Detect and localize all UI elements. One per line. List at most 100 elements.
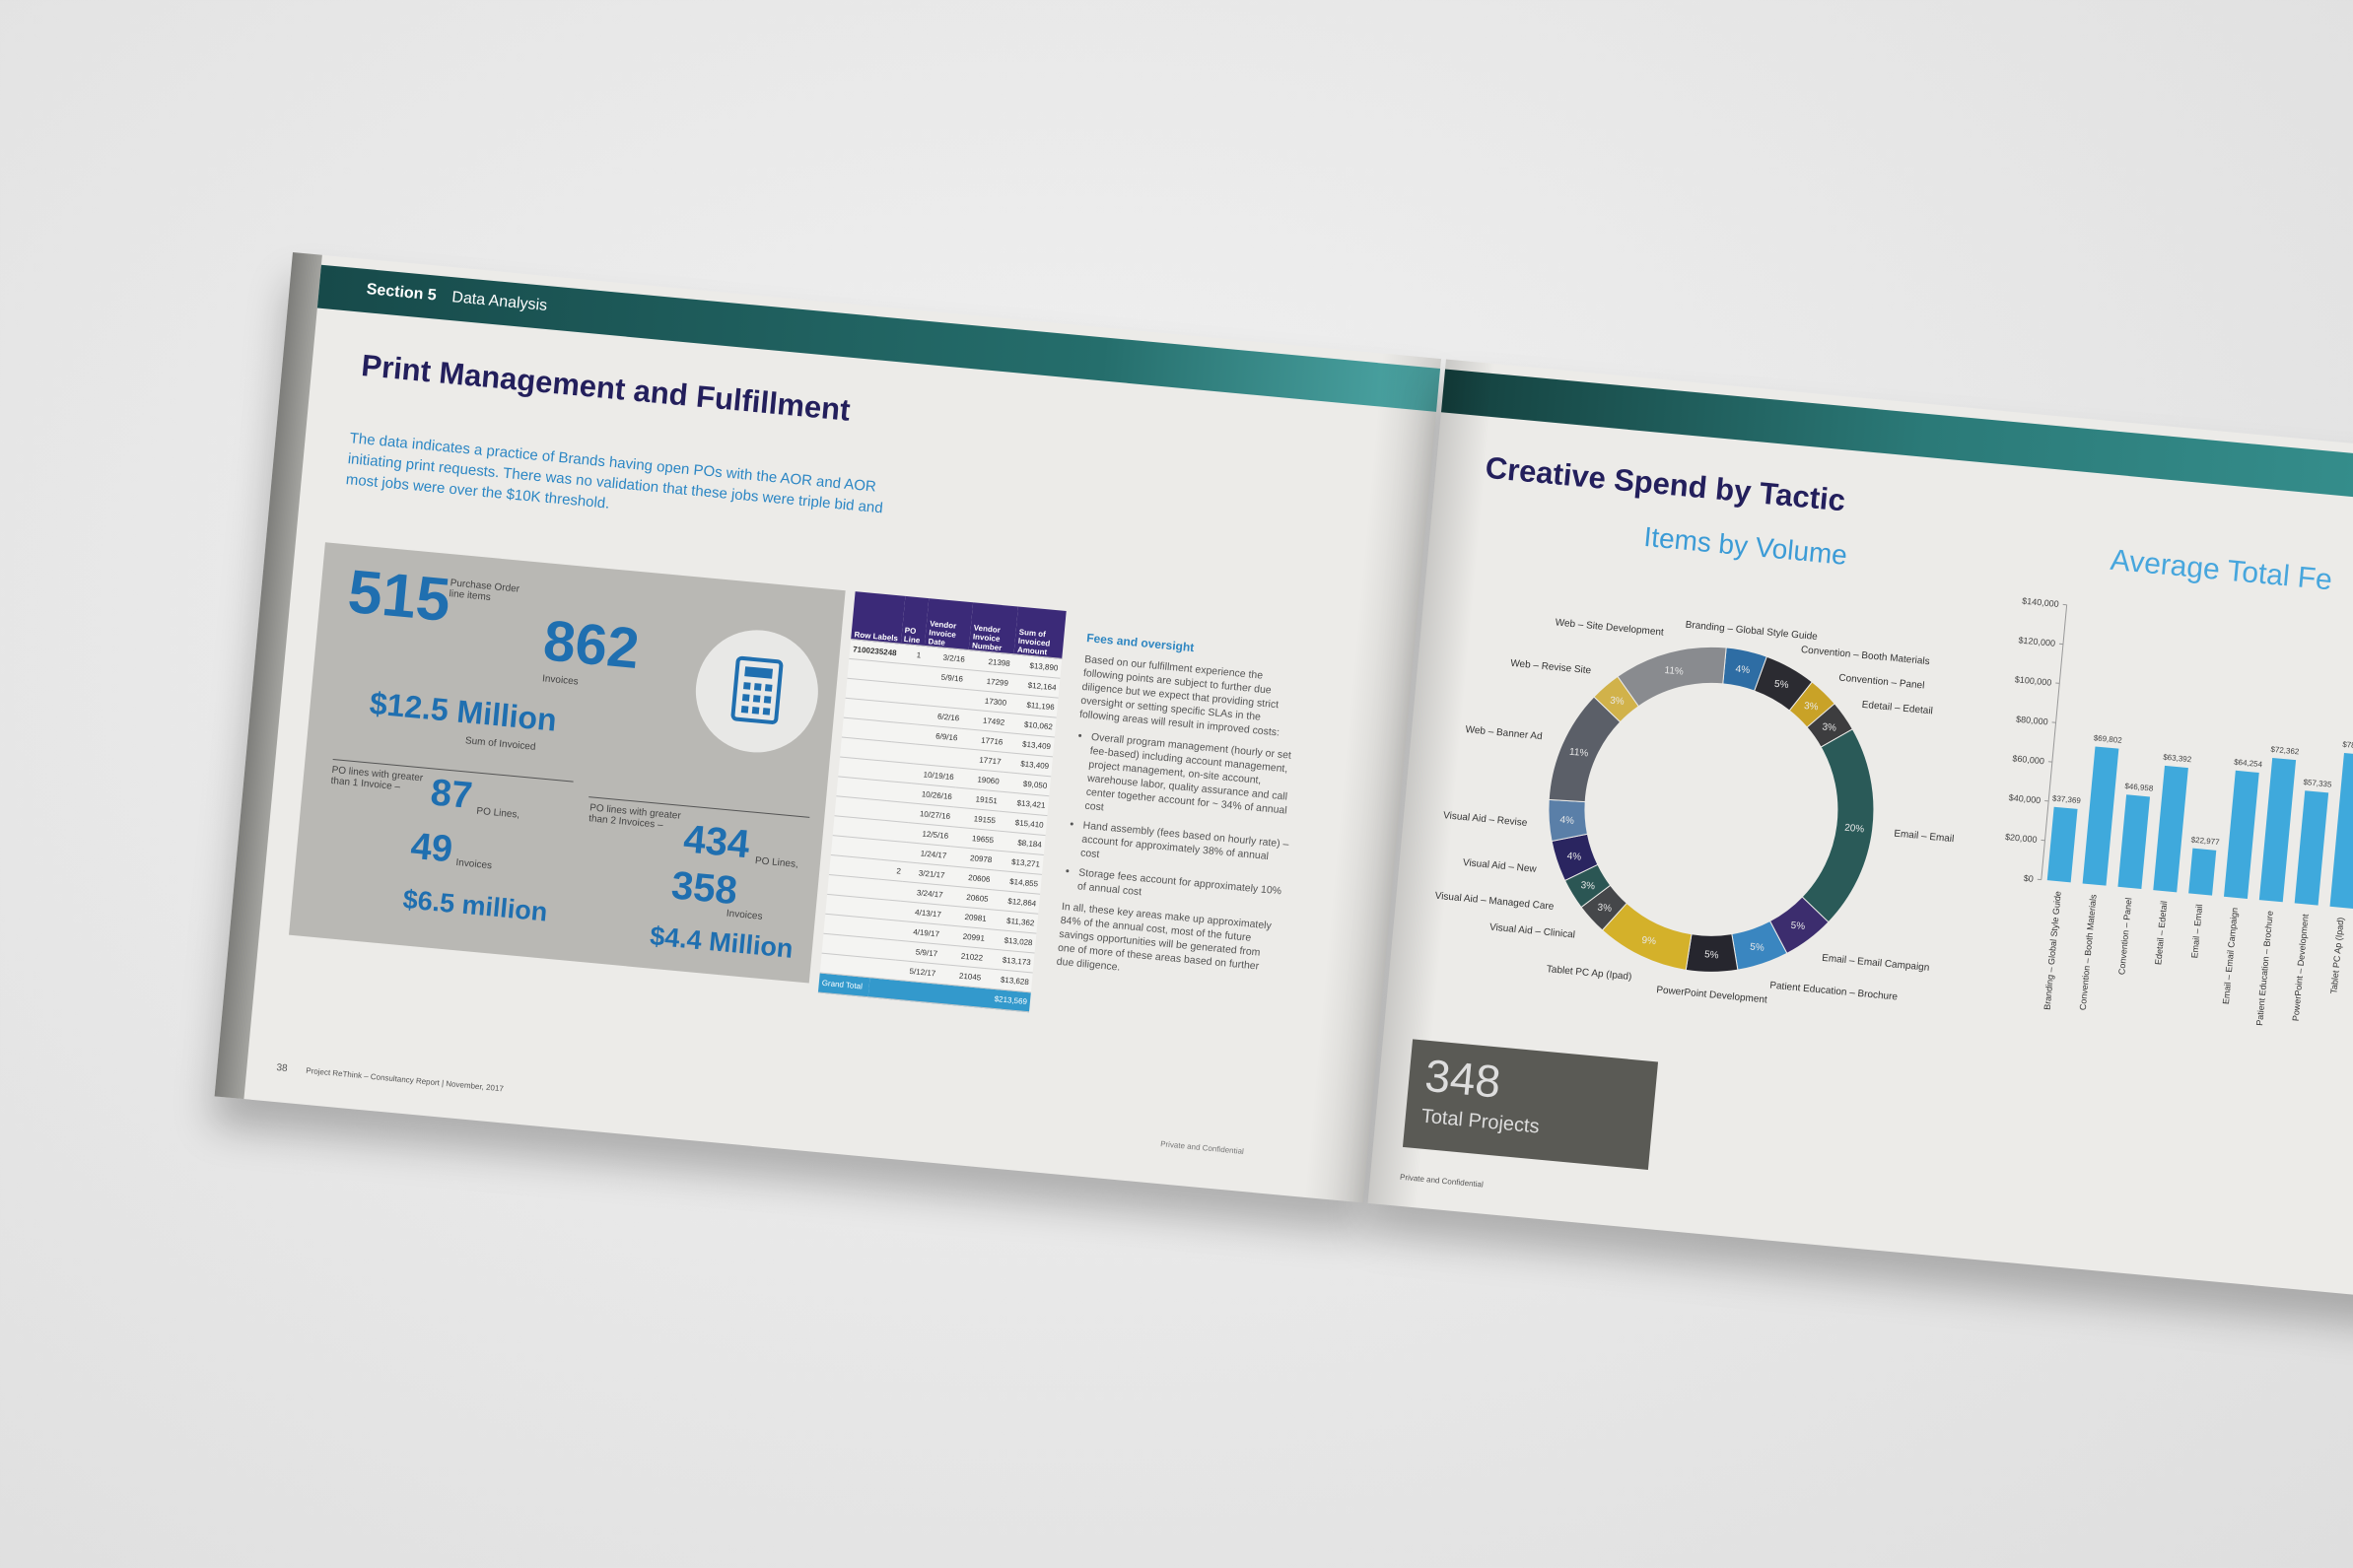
value-label: $57,335	[2303, 778, 2332, 789]
y-tick-label: $20,000	[2005, 832, 2038, 845]
value-label: $46,958	[2124, 782, 2154, 793]
segment-label: 5%	[1750, 942, 1765, 954]
table-cell	[870, 937, 898, 961]
donut-segment	[1617, 646, 1727, 708]
chart-title: Items by Volume	[1642, 521, 1848, 571]
segment-label: 11%	[1664, 665, 1684, 678]
category-label: Edetail – Edetail	[1861, 700, 1933, 717]
total-projects-value: 348	[1422, 1049, 1503, 1108]
brochure-spread: Section 5 Data Analysis Print Management…	[213, 252, 2353, 1334]
stat-label: PO Lines,	[475, 805, 520, 821]
stat-value: 87	[429, 772, 474, 818]
value-label: $69,802	[2093, 733, 2122, 745]
section-number: Section 5	[366, 281, 438, 305]
segment-label: 4%	[1566, 851, 1582, 862]
donut-chart: Items by Volume 4% Branding – Global Style…	[1434, 521, 1955, 1006]
value-label: $22,977	[2190, 835, 2220, 847]
x-tick-label: Convention – Booth Materials	[2078, 894, 2099, 1011]
bar	[2117, 794, 2151, 889]
bar	[2329, 752, 2353, 909]
notes-bullets: Overall program management (hourly or se…	[1063, 729, 1298, 913]
table-cell	[881, 820, 909, 843]
y-tick-label: $40,000	[2008, 792, 2041, 805]
value-label: $37,369	[2052, 794, 2082, 806]
segment-label: 3%	[1610, 695, 1626, 707]
y-tick-label: $80,000	[2016, 715, 2048, 727]
y-tick-label: $0	[2023, 873, 2034, 884]
category-label: Patient Education – Brochure	[1769, 981, 1899, 1003]
category-label: Web – Revise Site	[1510, 658, 1592, 677]
category-label: Email – Email Campaign	[1822, 953, 1930, 974]
y-tick-label: $140,000	[2022, 596, 2059, 609]
y-tick-label: $60,000	[2012, 753, 2044, 766]
bar	[2046, 806, 2078, 883]
category-label: Visual Aid – Managed Care	[1434, 891, 1555, 913]
bar	[2082, 746, 2119, 886]
segment-label: 4%	[1559, 815, 1575, 827]
intro: The data indicates a practice of Brands …	[345, 430, 884, 517]
x-tick-label: Branding – Global Style Guide	[2042, 891, 2063, 1010]
table-total-label: Grand Total	[817, 973, 870, 997]
stat-label: PO Lines,	[754, 854, 799, 870]
page-title: Print Management and Fulfillment	[360, 348, 852, 428]
stats-box: 515 Purchase Order line items 862 Invoic…	[289, 542, 846, 984]
po-table: Row Labels PO Line Vendor Invoice Date Vend…	[817, 591, 1067, 1012]
category-label: Email – Email	[1894, 829, 1955, 846]
segment-label: 20%	[1844, 823, 1865, 836]
segment-label: 3%	[1822, 721, 1837, 733]
y-tick-label: $120,000	[2018, 635, 2055, 648]
table-cell	[893, 702, 920, 725]
stat-label: Purchase Order line items	[449, 578, 520, 604]
group-label: PO lines with greater than 2 Invoices –	[588, 802, 682, 832]
stat-label: Invoices	[726, 908, 763, 922]
value-label: $72,362	[2270, 745, 2300, 757]
stat-value: $4.4 Million	[649, 920, 795, 964]
page-number: 38	[275, 1062, 289, 1075]
table-cell	[894, 682, 922, 706]
y-tick-label: $100,000	[2014, 674, 2051, 687]
table-cell	[869, 957, 896, 980]
right-page: Creative Spend by Tactic Items by Volume…	[1367, 359, 2353, 1316]
category-label: Convention – Panel	[1838, 673, 1925, 692]
stat-value: $12.5 Million	[368, 685, 559, 738]
calculator-glyph	[730, 655, 784, 724]
x-tick-label: Patient Education – Brochure	[2254, 911, 2275, 1027]
table-cell	[896, 663, 924, 686]
table-cell	[885, 781, 913, 803]
table-cell: 1	[898, 644, 926, 666]
total-projects-box: 348 Total Projects	[1402, 1039, 1659, 1170]
stat-value: $6.5 million	[401, 884, 549, 927]
segment-label: 5%	[1704, 949, 1720, 961]
segment-label: 5%	[1790, 920, 1806, 932]
table-cell	[889, 741, 916, 764]
x-tick-label: Edetail – Edetail	[2153, 901, 2169, 966]
bar	[2258, 757, 2297, 903]
stat-value: 434	[681, 817, 752, 867]
segment-label: 4%	[1735, 664, 1751, 676]
table-cell	[872, 918, 900, 941]
category-label: Web – Banner Ad	[1465, 724, 1543, 742]
value-label: $78,222	[2342, 740, 2353, 752]
category-label: Tablet PC Ap (Ipad)	[1546, 964, 1631, 983]
stat-label: Sum of Invoiced	[464, 735, 536, 753]
left-page: Section 5 Data Analysis Print Management…	[214, 252, 1441, 1203]
x-tick-label: Convention – Panel	[2116, 897, 2133, 975]
chart-title: Average Total Fe	[2110, 544, 2334, 597]
category-label: Convention – Booth Materials	[1800, 645, 1930, 667]
stat-value: 515	[345, 557, 453, 636]
table-header: Sum of Invoiced Amount	[1013, 606, 1067, 659]
bar	[2223, 770, 2259, 899]
category-label: Branding – Global Style Guide	[1685, 620, 1818, 643]
stat-value: 862	[540, 608, 643, 682]
table-header: Row Labels	[851, 591, 905, 645]
stat-label: Invoices	[454, 856, 493, 872]
po-table-wrap: Row Labels PO Line Vendor Invoice Date Vend…	[817, 591, 1067, 1013]
table-cell: 2	[878, 859, 905, 882]
segment-label: 3%	[1580, 880, 1596, 892]
segment-label: 3%	[1597, 903, 1613, 915]
value-label: $63,392	[2163, 753, 2192, 765]
total-projects-label: Total Projects	[1419, 1105, 1541, 1138]
group-label: PO lines with greater than 1 Invoice –	[330, 764, 424, 793]
segment-label: 11%	[1569, 747, 1589, 760]
